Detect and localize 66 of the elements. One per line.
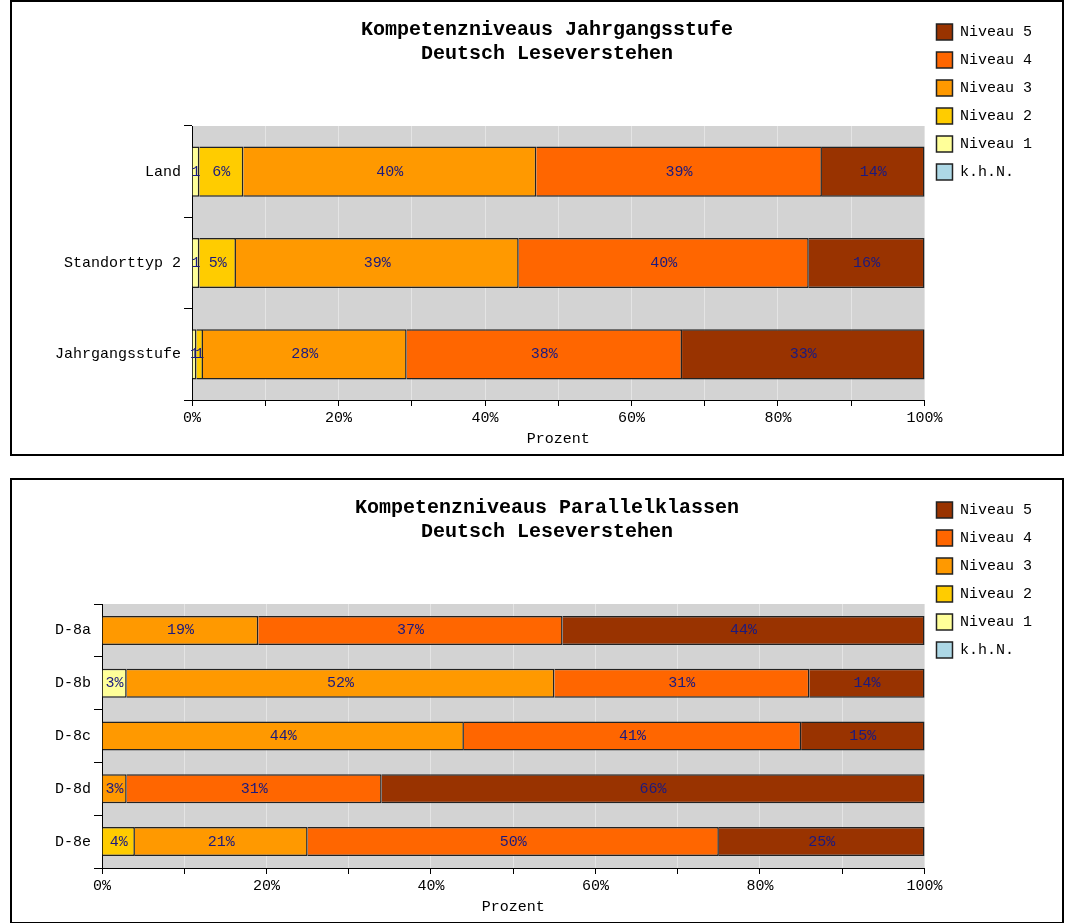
legend-label: Niveau 4 [959,51,1032,69]
x-axis-title: Prozent [481,898,545,916]
data-label: 15% [849,727,878,745]
x-tick-label: 80% [746,877,775,895]
data-label: 19% [166,622,195,640]
legend-label: Niveau 5 [959,23,1032,41]
y-tick-label: D-8a [54,622,92,640]
data-label: 44% [269,727,298,745]
data-label: 14% [859,163,888,181]
legend-label: Niveau 1 [959,613,1032,631]
x-tick-label: 0% [93,877,112,895]
legend-label: Niveau 2 [959,107,1032,125]
x-tick-label: 60% [581,877,610,895]
data-label: 25% [808,833,837,851]
legend-label: Niveau 5 [959,501,1032,519]
x-tick-label: 100% [906,409,944,427]
x-tick-label: 20% [325,409,354,427]
legend-label: Niveau 1 [959,135,1032,153]
data-label: 31% [668,675,697,693]
data-label: 40% [650,254,679,272]
data-label: 31% [240,780,269,798]
data-label: 3% [105,780,125,798]
data-label: 52% [327,675,356,693]
data-label: 50% [499,833,528,851]
x-tick-label: 80% [764,409,793,427]
chart-subtitle: Deutsch Leseverstehen [420,42,674,66]
chart-subtitle: Deutsch Leseverstehen [420,520,674,544]
data-label: 3% [105,675,125,693]
chart-title: Kompetenzniveaus Parallelklassen [354,496,740,520]
data-label: 39% [363,254,392,272]
y-tick-label: Land [145,163,182,181]
data-label: 44% [730,622,759,640]
legend-label: Niveau 3 [959,79,1032,97]
data-label: 21% [207,833,236,851]
data-label: 5% [208,254,228,272]
x-tick-label: 100% [906,877,944,895]
data-label: 33% [789,346,818,364]
data-label: 6% [212,163,232,181]
x-tick-label: 40% [471,409,500,427]
x-tick-label: 60% [617,409,646,427]
y-tick-label: D-8c [54,727,92,745]
legend-label: k.h.N. [959,163,1014,181]
legend-label: Niveau 3 [959,557,1032,575]
x-tick-label: 20% [252,877,281,895]
data-label: 38% [530,346,559,364]
data-label: 16% [853,254,882,272]
data-label: 37% [396,622,425,640]
x-tick-label: 0% [183,409,203,427]
data-label: 40% [376,163,405,181]
y-tick-label: D-8b [54,675,92,693]
data-label: 39% [665,163,694,181]
y-tick-label: Standorttyp 2 [63,254,182,272]
y-tick-label: Jahrgangsstufe [54,346,182,364]
chart-title: Kompetenzniveaus Jahrgangsstufe [360,18,734,42]
legend-label: Niveau 4 [959,529,1032,547]
x-axis-title: Prozent [526,430,590,448]
data-label: 14% [853,675,882,693]
x-tick-label: 40% [417,877,446,895]
legend-label: Niveau 2 [959,585,1032,603]
data-label: 41% [619,727,647,745]
y-tick-label: D-8e [54,833,92,851]
data-label: 28% [291,346,320,364]
data-label: 66% [639,780,668,798]
legend-label: k.h.N. [959,641,1014,659]
data-label: 4% [109,833,129,851]
y-tick-label: D-8d [54,780,92,798]
